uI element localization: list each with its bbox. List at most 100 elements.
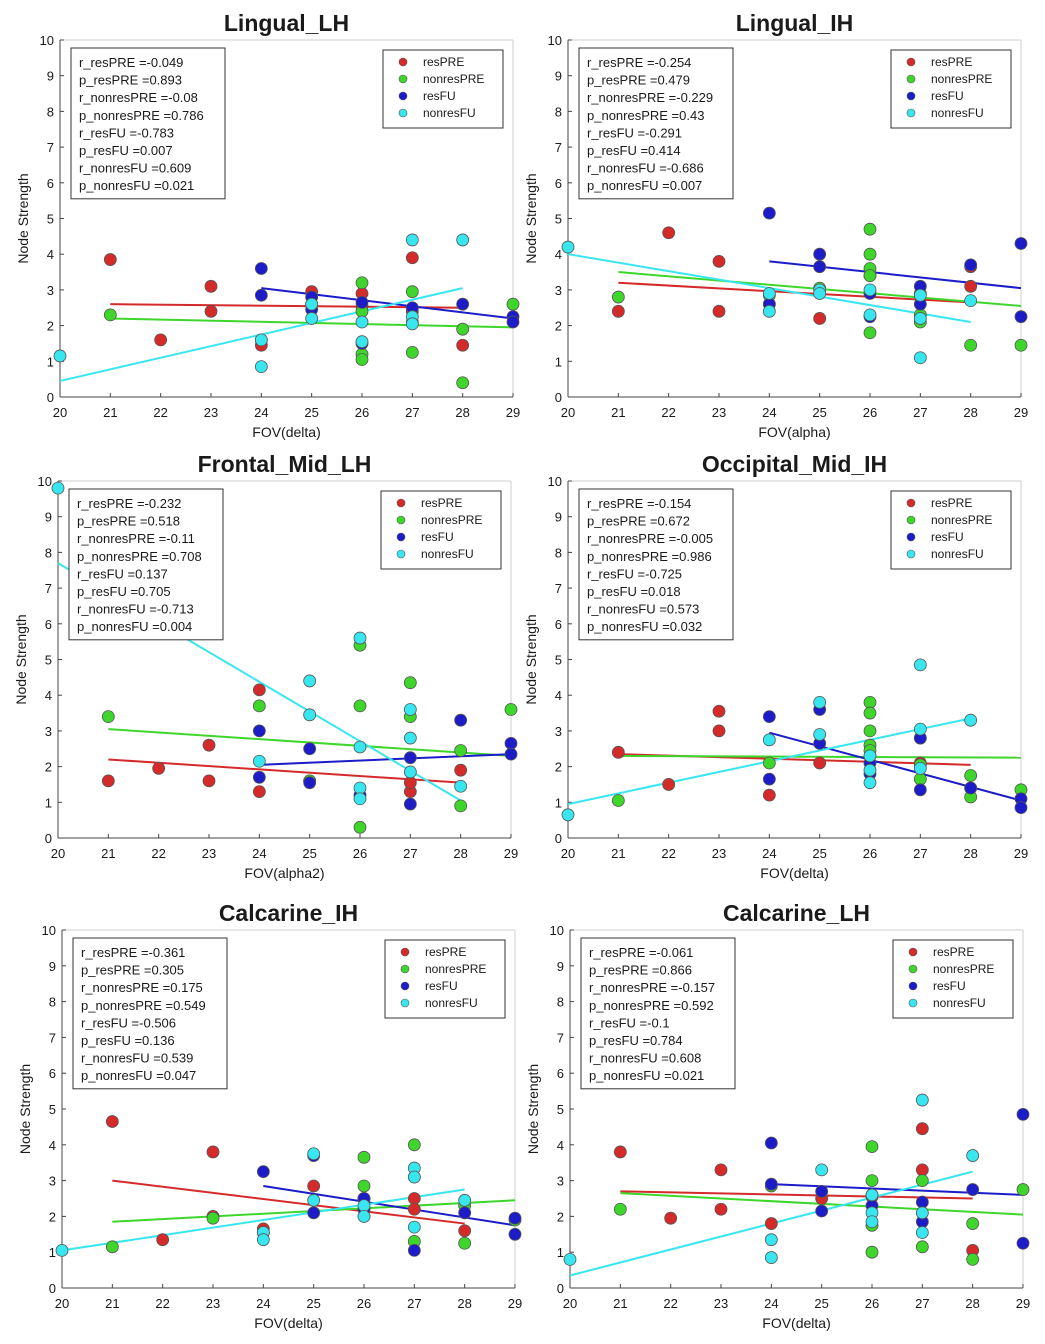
point-nonresPRE — [966, 1217, 980, 1230]
x-tick-label: 29 — [1014, 405, 1028, 420]
legend-entry: resPRE — [931, 55, 972, 69]
point-nonresFU — [403, 731, 417, 745]
point-nonresFU — [563, 1252, 577, 1266]
point-resPRE — [103, 253, 117, 266]
point-nonresFU — [863, 283, 877, 297]
point-nonresPRE — [863, 326, 877, 340]
y-tick-label: 2 — [555, 319, 562, 334]
x-tick-label: 29 — [1016, 1296, 1030, 1311]
x-tick-label: 26 — [357, 1296, 371, 1311]
point-nonresFU — [865, 1215, 879, 1229]
legend-entry: nonresFU — [931, 106, 984, 120]
x-tick-label: 26 — [865, 1296, 879, 1311]
x-tick-label: 26 — [863, 405, 877, 420]
point-nonresFU — [307, 1193, 321, 1207]
x-axis-label: FOV(delta) — [760, 865, 828, 881]
y-tick-label: 10 — [548, 474, 562, 489]
point-resFU — [506, 315, 520, 329]
y-tick-label: 4 — [557, 1138, 564, 1153]
y-tick-label: 5 — [555, 653, 562, 668]
point-nonresPRE — [613, 1202, 627, 1216]
point-nonresFU — [53, 349, 67, 363]
point-resFU — [815, 1204, 829, 1218]
stat-line: r_resFU =-0.291 — [587, 125, 682, 140]
y-tick-label: 2 — [45, 760, 52, 775]
stat-line: p_nonresFU =0.047 — [81, 1068, 196, 1083]
point-nonresPRE — [407, 1138, 421, 1152]
chart-title: Frontal_Mid_LH — [198, 451, 372, 477]
y-tick-label: 7 — [49, 1030, 56, 1045]
x-tick-label: 28 — [453, 846, 467, 861]
point-nonresPRE — [964, 338, 978, 352]
stat-line: r_nonresFU =0.608 — [589, 1051, 701, 1066]
x-tick-label: 25 — [304, 405, 318, 420]
point-nonresPRE — [353, 820, 367, 834]
point-resFU — [403, 751, 417, 765]
y-tick-label: 0 — [49, 1281, 56, 1296]
stat-line: r_resFU =-0.1 — [589, 1015, 670, 1030]
y-tick-label: 3 — [45, 724, 52, 739]
point-resFU — [966, 1183, 980, 1196]
stat-line: p_nonresFU =0.021 — [589, 1068, 704, 1083]
fit-line-resPRE — [108, 758, 461, 784]
y-tick-label: 6 — [47, 176, 54, 191]
point-nonresFU — [51, 481, 65, 495]
x-tick-label: 24 — [254, 405, 268, 420]
point-nonresFU — [305, 312, 319, 325]
x-tick-label: 22 — [151, 846, 165, 861]
x-tick-label: 23 — [712, 846, 726, 861]
y-tick-label: 4 — [555, 688, 562, 703]
point-nonresFU — [863, 308, 877, 322]
legend-marker-resPRE — [906, 498, 916, 508]
point-resFU — [254, 288, 268, 302]
point-nonresPRE — [454, 744, 468, 757]
legend-entry: resPRE — [423, 55, 464, 69]
x-tick-label: 29 — [506, 405, 520, 420]
point-nonresPRE — [865, 1245, 879, 1259]
point-resPRE — [664, 1211, 678, 1225]
point-nonresFU — [762, 304, 776, 318]
point-resFU — [252, 724, 266, 738]
stat-line: r_resFU =-0.783 — [79, 125, 174, 140]
y-tick-label: 0 — [555, 831, 562, 846]
x-tick-label: 23 — [712, 405, 726, 420]
legend-entry: nonresFU — [425, 996, 478, 1010]
y-tick-label: 4 — [49, 1138, 56, 1153]
x-tick-label: 29 — [504, 846, 518, 861]
legend-marker-nonresPRE — [396, 515, 406, 525]
stat-line: r_nonresPRE =-0.229 — [587, 90, 713, 105]
point-resFU — [915, 1195, 929, 1209]
point-nonresFU — [915, 1226, 929, 1239]
point-resFU — [254, 262, 268, 275]
point-nonresFU — [357, 1199, 371, 1213]
point-nonresFU — [561, 240, 575, 254]
point-resFU — [403, 797, 417, 811]
y-tick-label: 8 — [49, 995, 56, 1010]
point-resPRE — [454, 763, 468, 777]
legend-entry: resFU — [421, 530, 454, 544]
point-nonresPRE — [964, 769, 978, 782]
y-tick-label: 3 — [47, 283, 54, 298]
x-tick-label: 27 — [913, 405, 927, 420]
y-tick-label: 3 — [557, 1174, 564, 1189]
legend-marker-nonresPRE — [400, 964, 410, 974]
point-resPRE — [407, 1192, 421, 1205]
y-tick-label: 0 — [45, 831, 52, 846]
point-resPRE — [712, 254, 726, 268]
stats-box — [72, 937, 228, 1090]
point-nonresPRE — [353, 699, 367, 713]
stat-line: r_nonresFU =0.573 — [587, 602, 699, 617]
point-nonresFU — [913, 288, 927, 302]
fit-line-resFU — [771, 1183, 1024, 1196]
point-nonresFU — [307, 1147, 321, 1161]
point-resPRE — [915, 1122, 929, 1136]
stat-line: p_nonresPRE =0.986 — [587, 549, 712, 564]
legend-marker-resFU — [908, 981, 918, 991]
point-resFU — [762, 206, 776, 220]
x-tick-label: 20 — [563, 1296, 577, 1311]
stat-line: r_nonresPRE =-0.005 — [587, 531, 713, 546]
point-resFU — [454, 713, 468, 727]
point-nonresPRE — [103, 308, 117, 322]
x-tick-label: 25 — [812, 405, 826, 420]
